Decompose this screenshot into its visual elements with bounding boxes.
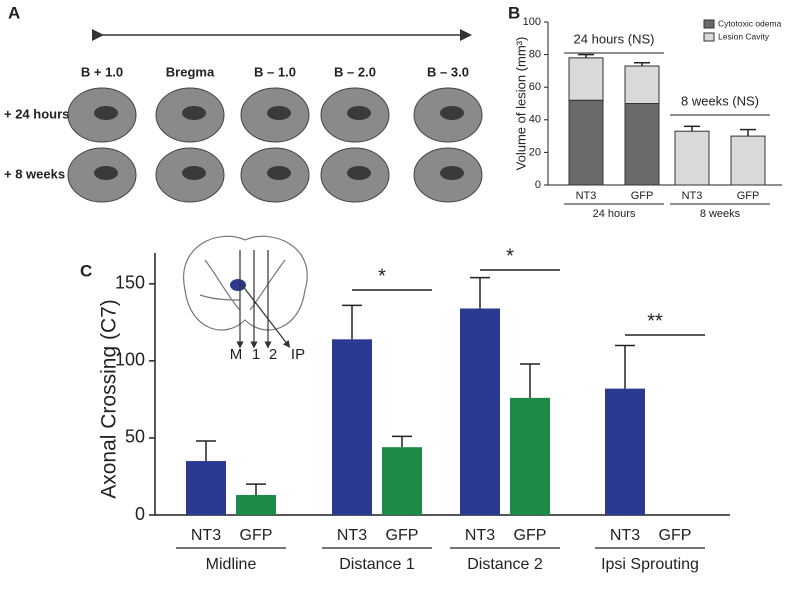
bar — [186, 461, 226, 515]
y-tick-label: 40 — [529, 114, 541, 126]
brain-ventricle — [182, 166, 206, 180]
y-axis-label: Axonal Crossing (C7) — [98, 299, 121, 499]
legend-label: Cytotoxic odema — [718, 18, 782, 28]
group-label: Midline — [206, 556, 257, 573]
bar-segment — [624, 103, 660, 186]
brain-ventricle — [182, 106, 206, 120]
bar — [510, 397, 550, 515]
bar — [382, 447, 422, 515]
column-label: B – 1.0 — [254, 64, 296, 79]
bar — [236, 494, 276, 515]
x-tick-label: GFP — [737, 190, 760, 202]
y-tick-label: 80 — [529, 49, 541, 61]
brain-ventricle — [267, 106, 291, 120]
row-label: + 24 hours — [4, 106, 69, 121]
y-tick-label: 0 — [535, 179, 541, 191]
column-label: Bregma — [166, 64, 215, 79]
x-tick-label: NT3 — [682, 190, 703, 202]
y-tick-label: 60 — [529, 81, 541, 93]
panel-label: A — [8, 3, 20, 22]
significance-label: * — [378, 265, 386, 287]
significance-label: * — [506, 245, 514, 267]
x-tick-label: GFP — [240, 527, 273, 544]
y-tick-label: 0 — [135, 504, 145, 524]
panel-label: C — [80, 261, 92, 280]
inset-diagram — [183, 235, 308, 349]
bar-segment — [674, 130, 710, 186]
row-label: + 8 weeks — [4, 166, 65, 181]
annotation: 24 hours (NS) — [574, 31, 655, 46]
column-label: B + 1.0 — [81, 64, 123, 79]
bar — [605, 388, 645, 515]
column-label: B – 2.0 — [334, 64, 376, 79]
x-tick-label: NT3 — [337, 527, 367, 544]
y-tick-label: 50 — [125, 427, 145, 447]
brain-ventricle — [94, 106, 118, 120]
inset-label: M — [230, 346, 243, 363]
group-label: Distance 2 — [467, 556, 543, 573]
group-label: Distance 1 — [339, 556, 415, 573]
legend-swatch — [703, 32, 715, 42]
bar — [332, 339, 372, 515]
panel-label: B — [508, 3, 520, 22]
x-tick-label: GFP — [386, 527, 419, 544]
annotation: 8 weeks (NS) — [681, 93, 759, 108]
x-tick-label: NT3 — [465, 527, 495, 544]
bar-segment — [730, 135, 766, 186]
group-label: 8 weeks — [700, 208, 741, 220]
bar-segment — [568, 99, 604, 186]
x-tick-label: NT3 — [610, 527, 640, 544]
brain-ventricle — [440, 166, 464, 180]
bar-segment — [624, 65, 660, 105]
x-tick-label: GFP — [659, 527, 692, 544]
x-tick-label: GFP — [514, 527, 547, 544]
y-tick-label: 20 — [529, 146, 541, 158]
bar — [460, 308, 500, 515]
legend-label: Lesion Cavity — [718, 31, 770, 41]
bar-segment — [568, 57, 604, 101]
inset-label: 1 — [252, 346, 260, 363]
group-label: Ipsi Sprouting — [601, 556, 699, 573]
brain-ventricle — [347, 166, 371, 180]
brain-ventricle — [267, 166, 291, 180]
y-tick-label: 100 — [523, 16, 541, 28]
legend-swatch — [703, 19, 715, 29]
group-label: 24 hours — [593, 208, 636, 220]
panel-c: C Axonal Crossing (C7) 0 50 100 150 NT3 GFP Midl… — [80, 235, 730, 573]
x-tick-label: NT3 — [576, 190, 597, 202]
column-label: B – 3.0 — [427, 64, 469, 79]
panel-b: B Volume of lesion (mm³) 0 20 40 60 80 100 NT3 GF… — [508, 3, 782, 220]
panel-a: A B + 1.0 Bregma B – 1.0 B – 2.0 B – 3.0 + 24… — [4, 3, 483, 203]
inset-label: 2 — [269, 346, 277, 363]
y-tick-label: 100 — [115, 350, 145, 370]
x-tick-label: NT3 — [191, 527, 221, 544]
brain-ventricle — [347, 106, 371, 120]
brain-ventricle — [440, 106, 464, 120]
x-tick-label: GFP — [631, 190, 654, 202]
y-axis-label: Volume of lesion (mm³) — [513, 37, 528, 171]
brain-ventricle — [94, 166, 118, 180]
inset-label: IP — [291, 346, 305, 363]
significance-label: ** — [647, 310, 663, 332]
y-tick-label: 150 — [115, 273, 145, 293]
